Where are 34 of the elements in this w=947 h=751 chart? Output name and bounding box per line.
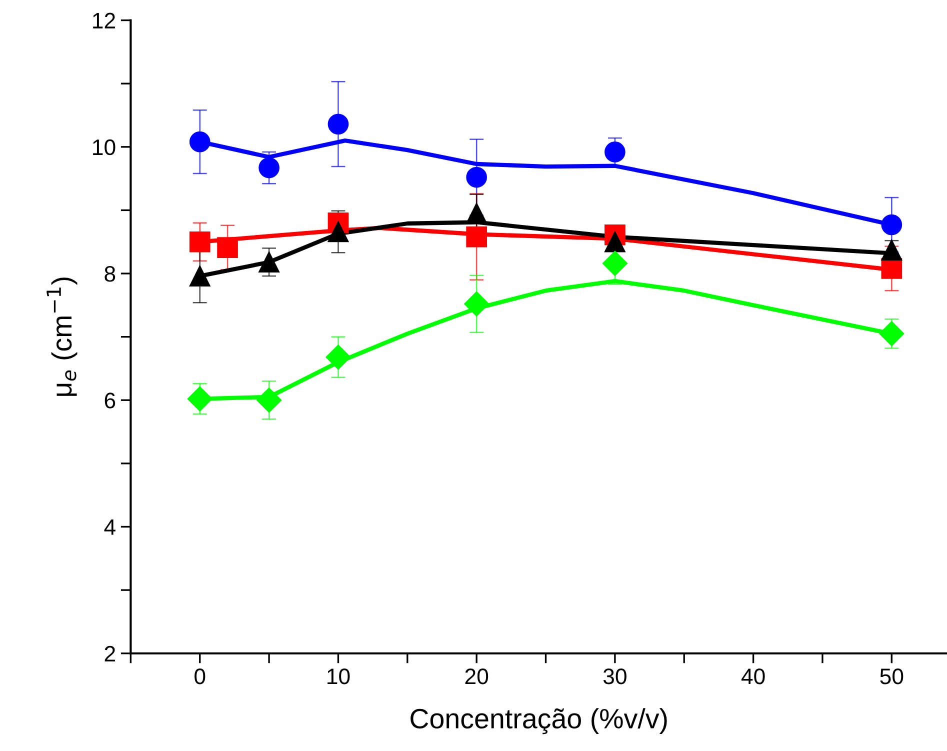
y-axis-title: μ$_{e}$ (cm$^{−1}$)	[46, 278, 78, 396]
point	[328, 114, 349, 135]
point	[256, 388, 282, 413]
y-tick-label: 8	[104, 266, 116, 282]
y-tick-label: 10	[93, 139, 116, 156]
point	[604, 231, 626, 252]
y-tick-label: 2	[104, 646, 115, 662]
x-tick-label: 20	[465, 668, 488, 684]
point	[217, 237, 238, 258]
point	[466, 166, 487, 188]
point	[326, 344, 351, 370]
point	[466, 226, 487, 248]
point	[879, 321, 904, 346]
y-tick-label: 4	[104, 520, 116, 535]
point	[464, 291, 490, 316]
point	[258, 252, 280, 273]
point	[604, 142, 626, 162]
point	[602, 250, 628, 276]
point	[881, 214, 902, 236]
point	[189, 231, 210, 252]
x-tick-label: 30	[603, 668, 626, 684]
point	[328, 221, 349, 242]
x-tick-label: 40	[741, 668, 765, 684]
y-tick-label: 6	[104, 392, 116, 408]
point	[881, 240, 902, 261]
x-tick-label: 50	[880, 668, 904, 684]
y-tick-label: 12	[93, 12, 115, 28]
point	[189, 266, 210, 286]
x-axis-title: Concentração (%v/v)	[410, 708, 667, 734]
x-tick-label: 10	[328, 668, 350, 684]
point	[189, 131, 210, 152]
x-tick-label: 0	[194, 668, 206, 684]
point	[187, 386, 212, 412]
point	[258, 157, 280, 178]
